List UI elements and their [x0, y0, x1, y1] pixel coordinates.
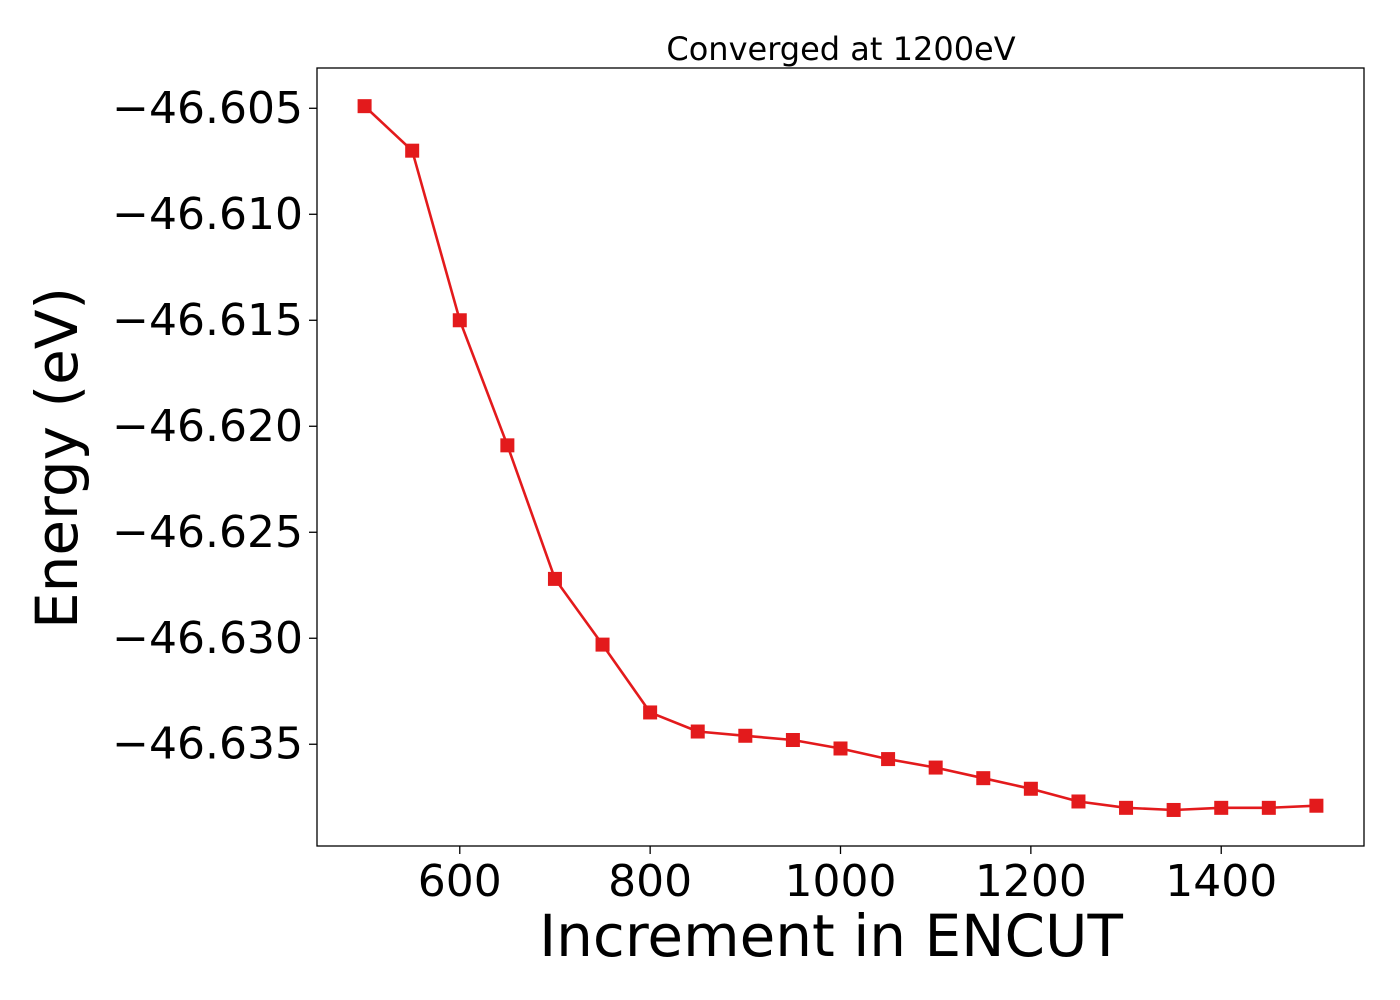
x-axis-ticks: 600 800 1000 1200 1400 — [418, 846, 1277, 907]
x-axis-label: Increment in ENCUT — [539, 902, 1123, 970]
data-point-marker — [1214, 800, 1229, 815]
data-point-marker — [500, 438, 515, 453]
x-tick-label: 1000 — [785, 856, 897, 907]
data-point-marker — [1261, 800, 1276, 815]
data-point-marker — [785, 733, 800, 748]
data-point-marker — [1023, 781, 1038, 796]
data-point-marker — [547, 571, 562, 586]
y-tick-label: −46.605 — [112, 83, 303, 134]
data-point-marker — [1309, 798, 1324, 813]
y-tick-label: −46.625 — [112, 507, 303, 558]
x-tick-label: 800 — [608, 856, 692, 907]
y-tick-label: −46.610 — [112, 189, 303, 240]
data-point-marker — [1166, 802, 1181, 817]
x-tick-label: 1200 — [975, 856, 1087, 907]
data-point-marker — [690, 724, 705, 739]
y-tick-label: −46.635 — [112, 719, 303, 770]
plot-area — [316, 67, 1365, 847]
series-markers — [357, 99, 1324, 817]
data-point-marker — [1119, 800, 1134, 815]
data-point-marker — [976, 771, 991, 786]
data-point-marker — [738, 728, 753, 743]
series-line — [363, 105, 1317, 812]
y-axis-ticks: −46.605 −46.610 −46.615 −46.620 −46.625 −46.6… — [112, 83, 317, 770]
data-point-marker — [405, 143, 420, 158]
data-point-marker — [643, 705, 658, 720]
y-axis-label: Energy (eV) — [23, 287, 91, 629]
data-point-marker — [928, 760, 943, 775]
chart-title: Converged at 1200eV — [666, 30, 1015, 68]
data-point-marker — [595, 637, 610, 652]
x-tick-label: 1400 — [1165, 856, 1277, 907]
y-tick-label: −46.615 — [112, 295, 303, 346]
data-point-marker — [1071, 794, 1086, 809]
data-point-marker — [357, 99, 372, 114]
y-tick-label: −46.620 — [112, 401, 303, 452]
data-point-marker — [452, 313, 467, 328]
data-point-marker — [881, 752, 896, 767]
y-tick-label: −46.630 — [112, 613, 303, 664]
x-tick-label: 600 — [418, 856, 502, 907]
data-point-marker — [833, 741, 848, 756]
